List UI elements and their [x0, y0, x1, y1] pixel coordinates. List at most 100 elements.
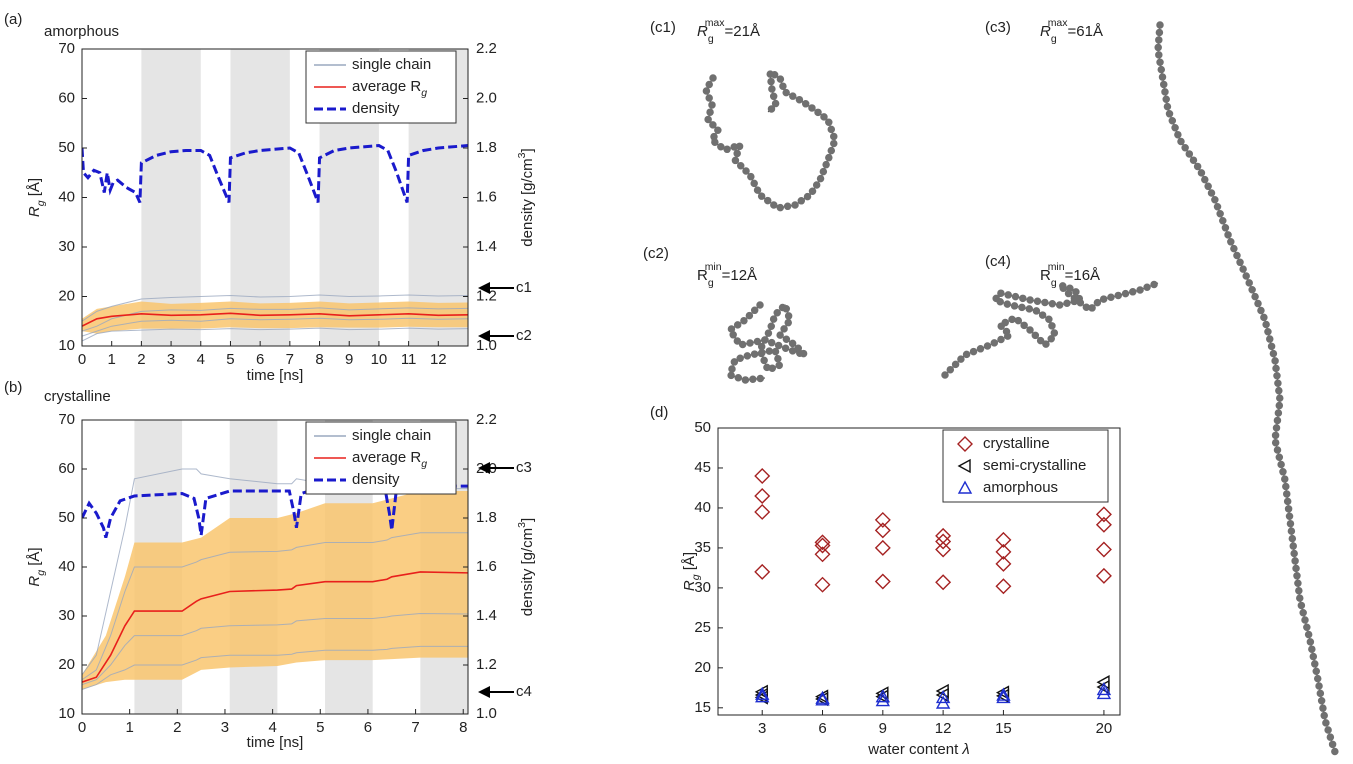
data-point [875, 689, 890, 703]
caption-part: R [697, 267, 708, 284]
y-axis-label-part: g [35, 200, 47, 206]
annotation-label: c3 [516, 459, 532, 476]
density-line [82, 484, 468, 538]
data-point [814, 534, 831, 551]
structure-label: (c1) [650, 19, 676, 36]
data-point [995, 531, 1012, 548]
x-tick-label: 12 [430, 351, 447, 368]
x-tick-label: 3 [221, 719, 229, 736]
data-point [1095, 506, 1112, 523]
rg-line [82, 317, 468, 337]
data-point [996, 689, 1011, 704]
structure-caption: Rg max=21Å [697, 17, 760, 45]
y-axis-label-part: [Å] [681, 552, 698, 575]
annotation-arrowhead [478, 462, 490, 474]
data-point [754, 467, 771, 484]
legend-label-part: average R [352, 78, 421, 95]
x-tick-label: 5 [316, 719, 324, 736]
x-tick-label: 10 [371, 351, 388, 368]
data-point [754, 563, 771, 580]
y-tick-label: 15 [694, 699, 711, 716]
panel-label: (a) [4, 11, 22, 28]
caption-part: R [1040, 267, 1051, 284]
rg-line [82, 613, 468, 686]
x-tick-label: 4 [268, 719, 276, 736]
x-tick-label: 20 [1096, 720, 1113, 737]
y-tick-label: 25 [694, 619, 711, 636]
rg-line [82, 294, 468, 322]
y2-axis-label: density [g/cm3] [516, 148, 536, 246]
y-axis-label-part: R [681, 580, 698, 591]
rg-line [82, 307, 468, 332]
data-point [935, 574, 952, 591]
y-axis-label: Rg [Å] [681, 552, 702, 591]
chain-c1 [701, 64, 839, 212]
shaded-interval [141, 49, 201, 346]
data-point [995, 555, 1012, 572]
y-axis-label: Rg [Å] [26, 178, 47, 217]
rg-line [82, 645, 468, 690]
x-tick-label: 6 [364, 719, 372, 736]
caption-part: g [708, 277, 714, 289]
y-axis-label-part: g [690, 574, 702, 580]
caption-part: max [1048, 17, 1069, 29]
y-tick-label: 50 [694, 419, 711, 436]
y-tick-label: 50 [58, 139, 75, 156]
rg-line [82, 327, 468, 342]
y-tick-label: 40 [58, 188, 75, 205]
y-axis-label-part: [Å] [26, 178, 43, 201]
y2-tick-label: 1.4 [476, 238, 497, 255]
y2-axis-label: density [g/cm3] [516, 518, 536, 616]
y-tick-label: 50 [58, 509, 75, 526]
y-tick-label: 30 [58, 607, 75, 624]
y2-tick-label: 2.2 [476, 40, 497, 57]
y-tick-label: 70 [58, 40, 75, 57]
shaded-interval [230, 49, 290, 346]
chain-c4 [941, 279, 1162, 379]
y2-tick-label: 1.0 [476, 337, 497, 354]
x-tick-label: 8 [315, 351, 323, 368]
y2-tick-label: 1.2 [476, 287, 497, 304]
caption-part: g [1051, 277, 1057, 289]
data-point [935, 541, 952, 558]
annotation-label: c4 [516, 683, 532, 700]
data-point [1096, 685, 1112, 700]
caption-part: min [1048, 261, 1065, 273]
y2-axis-label-part: density [g/cm [519, 158, 536, 246]
x-tick-label: 6 [256, 351, 264, 368]
plot-frame [717, 427, 1121, 716]
legend-marker [957, 480, 973, 494]
plot-area [754, 467, 1112, 709]
y-tick-label: 60 [58, 460, 75, 477]
y2-tick-label: 1.8 [476, 509, 497, 526]
data-point [814, 546, 831, 563]
legend-label: semi-crystalline [983, 457, 1086, 474]
annotation-arrowhead [478, 686, 490, 698]
y-tick-label: 20 [694, 659, 711, 676]
panel-title: amorphous [44, 23, 119, 40]
y-tick-label: 20 [58, 287, 75, 304]
x-axis-label-part: λ [961, 741, 969, 758]
panel-title: crystalline [44, 388, 111, 405]
y2-axis-label-part: 3 [516, 522, 528, 528]
x-tick-label: 7 [411, 719, 419, 736]
y-tick-label: 20 [58, 656, 75, 673]
data-point [874, 522, 891, 539]
y-tick-label: 35 [694, 539, 711, 556]
rg-line [82, 532, 468, 681]
annotation-arrowhead [478, 282, 490, 294]
rg-line [82, 312, 468, 327]
chain-beads [941, 279, 1162, 379]
caption-part: R [1040, 23, 1051, 40]
x-tick-label: 11 [401, 351, 417, 368]
y2-tick-label: 2.0 [476, 89, 497, 106]
data-point [935, 533, 952, 550]
data-point [754, 503, 771, 520]
data-point [1095, 516, 1112, 533]
x-tick-label: 9 [879, 720, 887, 737]
legend-label: average Rg [352, 78, 427, 99]
legend-label: crystalline [983, 435, 1050, 452]
y-axis-label-part: [Å] [26, 547, 43, 570]
x-axis-label: time [ns] [247, 367, 304, 384]
x-tick-label: 4 [197, 351, 205, 368]
